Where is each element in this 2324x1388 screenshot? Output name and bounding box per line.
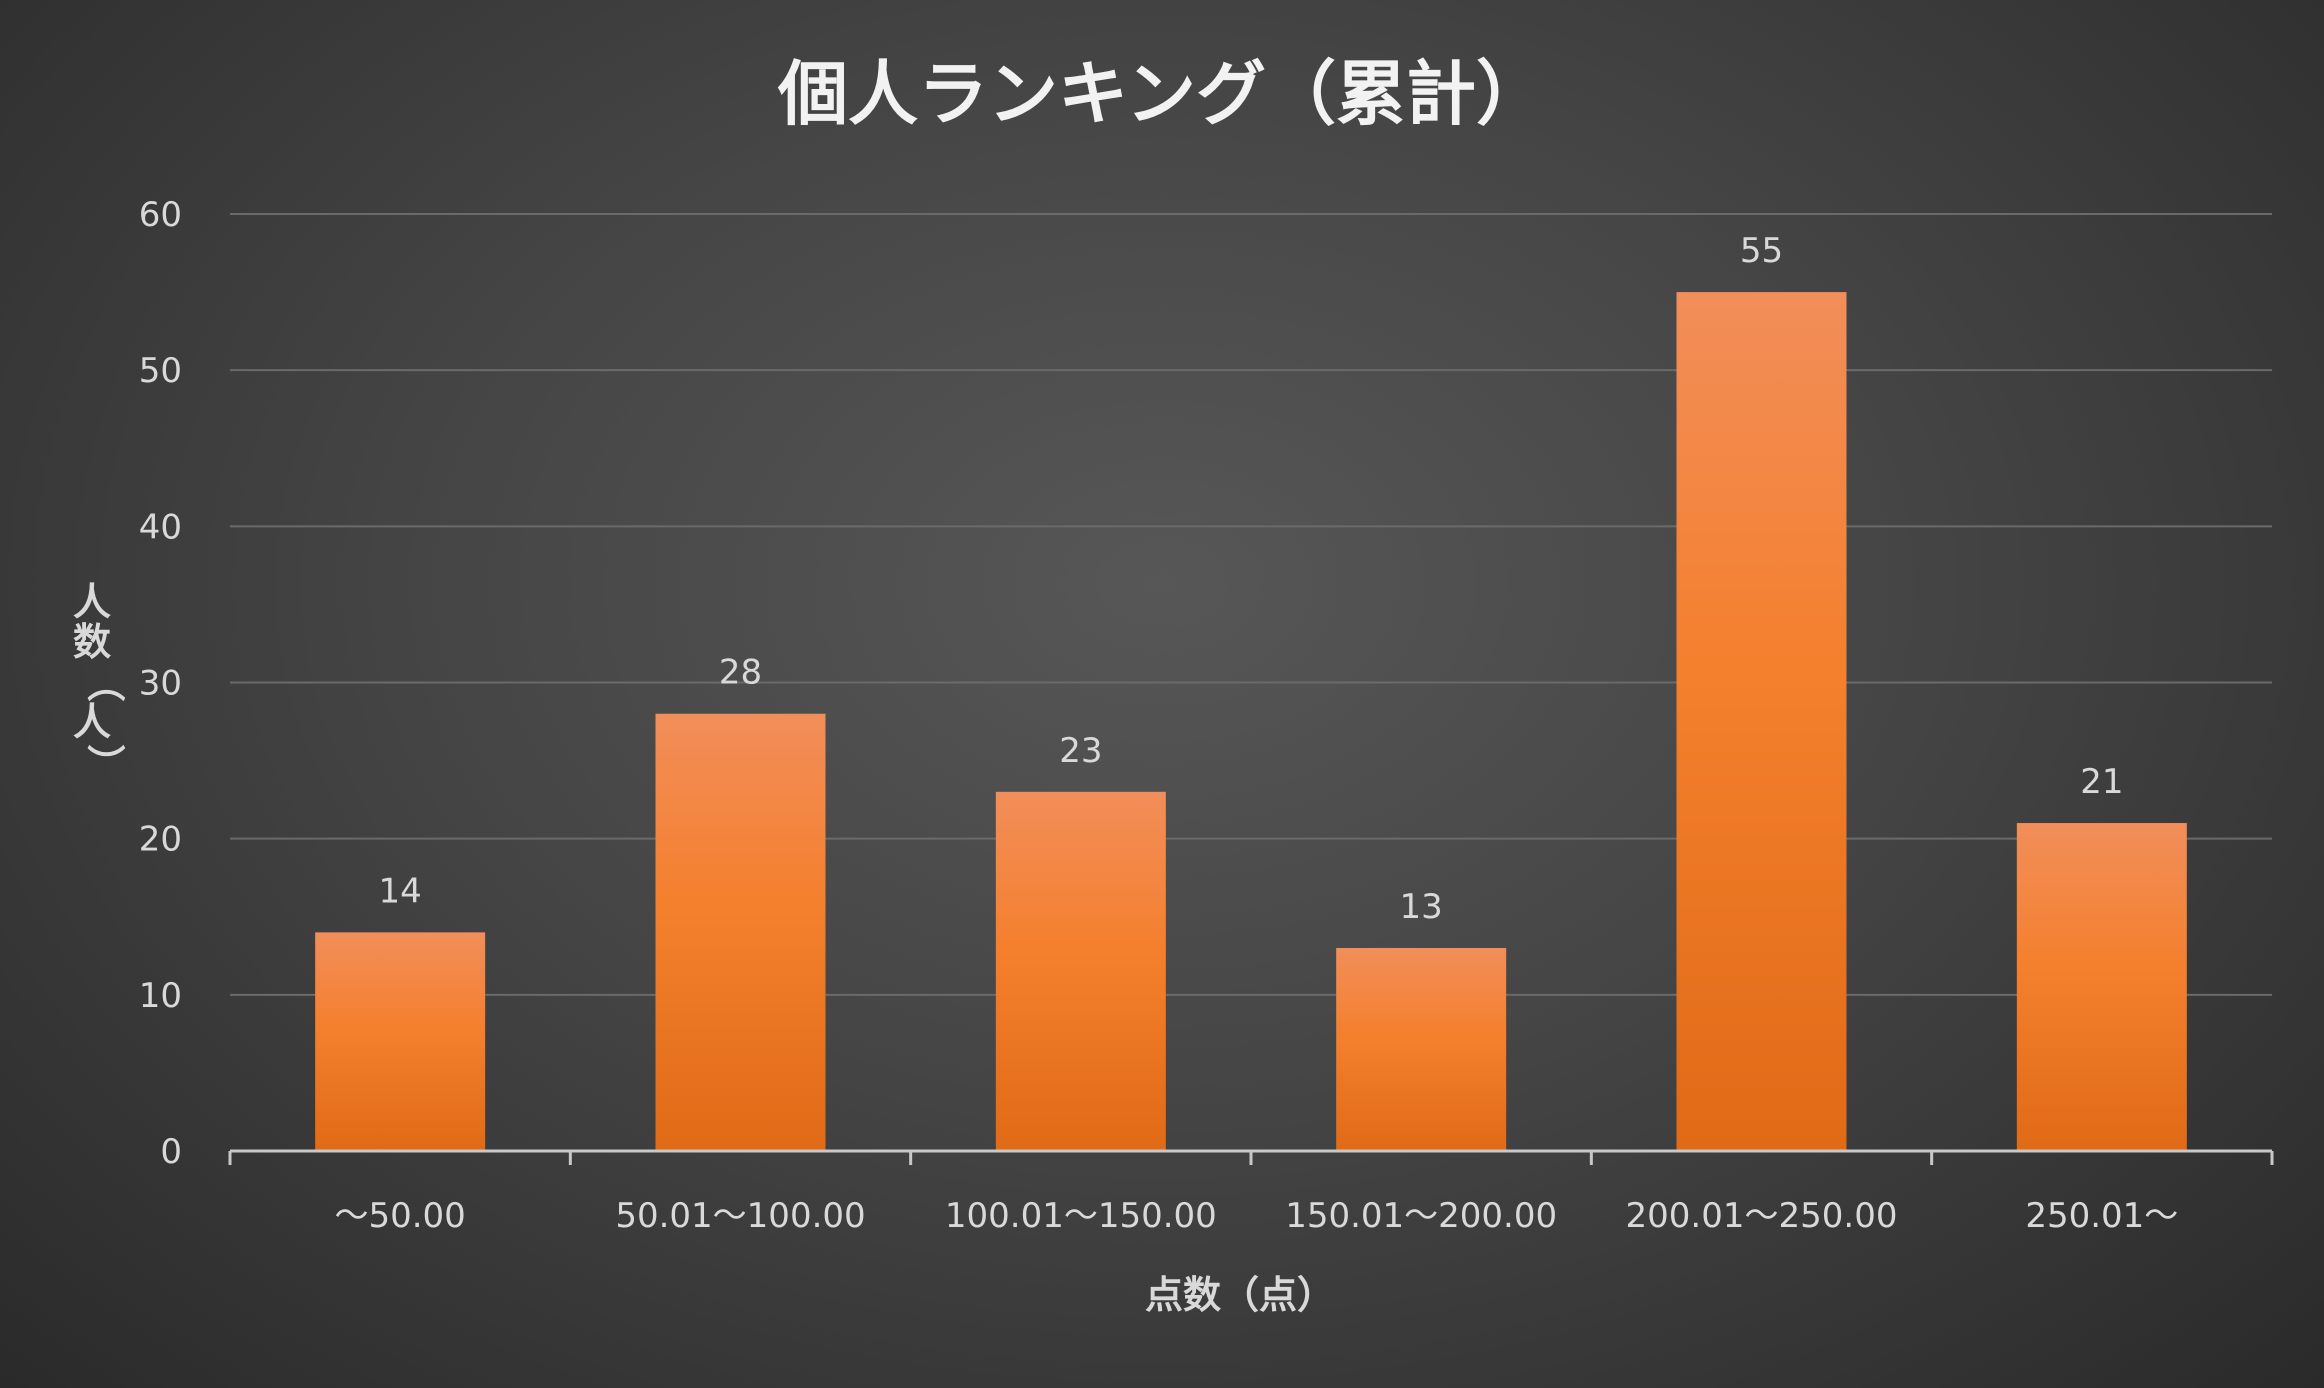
y-tick-label: 20: [139, 820, 182, 860]
data-labels: 14 28 23 13 55 21: [379, 231, 2124, 927]
y-axis-title-char: 数: [73, 620, 111, 664]
x-tick-label: ～50.00: [334, 1196, 465, 1236]
data-label: 14: [379, 871, 422, 911]
x-tick-label: 150.01～200.00: [1285, 1196, 1557, 1236]
y-tick-label: 60: [139, 195, 182, 235]
bar: [1336, 947, 1507, 1151]
bar: [2016, 823, 2187, 1151]
data-label: 28: [719, 653, 762, 693]
bar: [995, 791, 1166, 1151]
x-axis: [228, 1149, 2274, 1165]
data-label: 23: [1059, 731, 1102, 771]
x-axis-title: 点数（点）: [1145, 1273, 1335, 1317]
x-tick-label: 200.01～250.00: [1626, 1196, 1898, 1236]
y-tick-label: 30: [139, 664, 182, 704]
y-tick-label: 10: [139, 976, 182, 1016]
y-axis-title-char: 人: [73, 580, 111, 624]
data-label: 21: [2080, 762, 2123, 802]
y-axis-ticks: 0 10 20 30 40 50 60: [139, 195, 182, 1172]
data-label: 55: [1740, 231, 1783, 271]
data-label: 13: [1400, 887, 1443, 927]
x-tick-label: 250.01～: [2025, 1196, 2178, 1236]
x-tick-label: 100.01～150.00: [945, 1196, 1217, 1236]
x-tick-label: 50.01～100.00: [615, 1196, 865, 1236]
bar: [655, 713, 826, 1151]
bar: [1676, 292, 1847, 1151]
x-axis-ticks: ～50.00 50.01～100.00 100.01～150.00 150.01～20…: [334, 1196, 2178, 1236]
y-tick-label: 50: [139, 351, 182, 391]
y-axis-title-char: 人: [73, 700, 111, 744]
gridlines: [230, 213, 2272, 996]
y-axis-title-char: ）: [83, 744, 127, 782]
y-tick-label: 0: [160, 1132, 182, 1172]
y-axis-title-char: （: [83, 664, 127, 702]
y-axis-title: 人数（人）: [73, 580, 127, 782]
bar: [315, 932, 486, 1151]
chart-title: 個人ランキング（累計）: [777, 53, 1546, 135]
y-tick-label: 40: [139, 507, 182, 547]
bars: [315, 292, 2187, 1151]
